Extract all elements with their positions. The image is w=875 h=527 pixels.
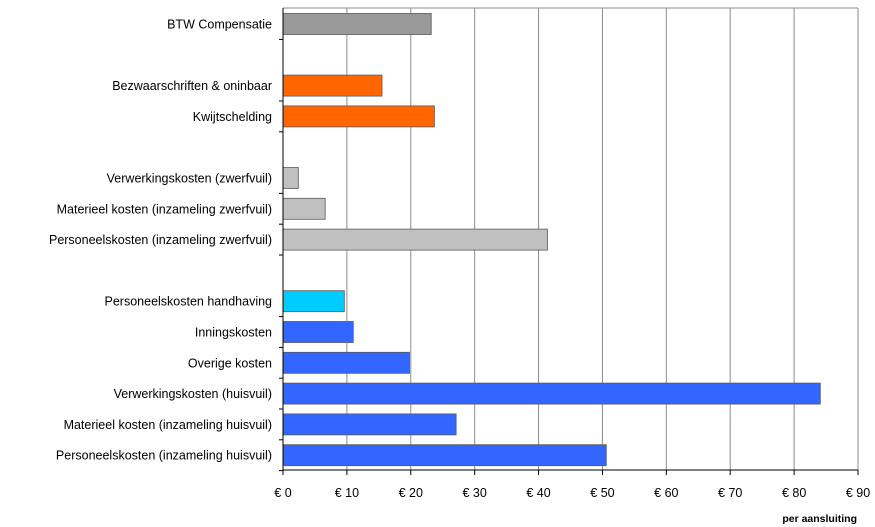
bar [282,74,383,97]
category-label: Materieel kosten (inzameling huisvuil) [64,418,272,432]
category-label: Personeelskosten (inzameling huisvuil) [56,449,272,463]
bar [282,290,345,313]
x-tick-label: € 90 [846,486,870,500]
bar [282,228,548,251]
category-label: Personeelskosten handhaving [105,295,273,309]
category-label: Verwerkingskosten (huisvuil) [114,387,272,401]
x-tick-label: € 0 [274,486,291,500]
x-tick-label: € 60 [654,486,678,500]
bar [282,351,410,374]
bar [282,413,457,436]
x-tick-label: € 10 [335,486,359,500]
x-tick-label: € 80 [782,486,806,500]
x-tick-label: € 30 [462,486,486,500]
bar [282,444,607,467]
bar [282,321,354,343]
x-tick-label: € 20 [399,486,423,500]
bar [282,382,821,405]
bar [282,105,435,128]
bar [282,13,432,35]
x-tick-label: € 50 [590,486,614,500]
category-label: Verwerkingskosten (zwerfvuil) [107,172,272,186]
category-label: Bezwaarschriften & oninbaar [112,79,272,93]
category-label: Overige kosten [188,356,272,370]
x-tick-label: € 40 [526,486,550,500]
category-label: Personeelskosten (inzameling zwerfvuil) [49,233,272,247]
x-tick-labels: € 0 € 10 € 20 € 30 € 40 € 50 € 60 € 70 € 80 € 90 [274,470,870,500]
category-label: BTW Compensatie [167,18,272,32]
category-label: Inningskosten [195,326,272,340]
category-labels: BTW Compensatie Bezwaarschriften & oninba… [49,18,272,463]
x-axis-label: per aansluiting [782,513,857,525]
category-label: Kwijtschelding [193,110,272,124]
bar [282,167,299,189]
bars [282,13,821,467]
category-label: Materieel kosten (inzameling zwerfvuil) [57,202,272,216]
x-tick-label: € 70 [718,486,742,500]
bar [282,197,326,220]
axes [279,7,859,472]
